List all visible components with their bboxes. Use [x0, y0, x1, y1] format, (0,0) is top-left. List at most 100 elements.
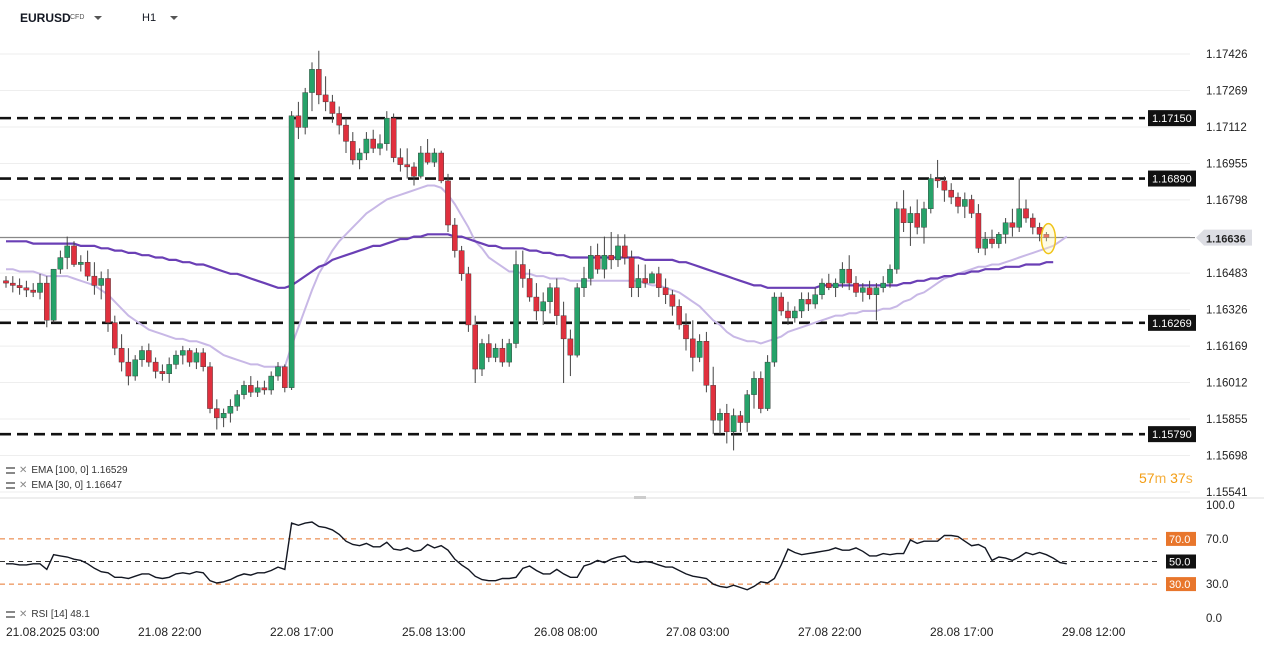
timeframe-dropdown-chevron-icon[interactable] [170, 16, 178, 20]
legend-rsi[interactable]: ✕ RSI [14] 48.1 [6, 609, 90, 620]
candle [288, 111, 295, 390]
candle [676, 299, 682, 330]
candle [873, 283, 880, 321]
candle-body [764, 361, 771, 409]
candle-body [900, 208, 907, 223]
level-tag-label: 1.16269 [1152, 318, 1192, 330]
candle [213, 399, 220, 430]
candle-body [567, 338, 574, 356]
candle-body [1043, 234, 1050, 238]
candle [907, 206, 914, 246]
candle-body [832, 282, 839, 288]
candle [316, 50, 322, 105]
candle-body [955, 196, 961, 207]
candle [71, 241, 77, 267]
candle-body [656, 273, 662, 288]
candle [57, 250, 64, 274]
candle-countdown: 57m 37s [1139, 470, 1193, 486]
candle-body [159, 371, 166, 374]
candle [792, 306, 798, 323]
indicator-settings-icon[interactable] [6, 611, 15, 618]
candle-body [329, 101, 336, 114]
candle [50, 268, 57, 323]
candle-body [404, 164, 411, 168]
candle-body [23, 287, 30, 291]
candle [656, 266, 662, 298]
candle-body [853, 282, 859, 293]
candle [173, 350, 179, 370]
candle-body [744, 394, 750, 423]
candle [275, 362, 281, 381]
candle [853, 276, 859, 298]
candle [23, 280, 30, 298]
price-axis-label: 1.16169 [1206, 341, 1248, 353]
indicator-settings-icon[interactable] [6, 467, 15, 474]
candle-body [30, 289, 37, 293]
candle-body [805, 299, 812, 305]
candle [642, 264, 648, 288]
candle [594, 243, 601, 274]
candle-body [676, 306, 682, 326]
candle [880, 276, 886, 293]
candle [465, 266, 472, 332]
candle-body [907, 213, 914, 223]
remove-indicator-icon[interactable]: ✕ [19, 609, 28, 620]
candle-body [554, 287, 560, 316]
remove-indicator-icon[interactable]: ✕ [19, 480, 28, 491]
candle [37, 273, 43, 300]
candle-body [302, 92, 309, 128]
candle-body [975, 213, 982, 249]
candle-body [758, 378, 764, 409]
toolbar: EURUSD CFD H1 [0, 0, 1264, 36]
candle-body [785, 310, 791, 319]
rsi-level-tag-bg [1166, 531, 1196, 546]
time-axis-label: 29.08 12:00 [1062, 625, 1126, 639]
candle [125, 348, 132, 386]
candle [1043, 231, 1050, 242]
candle-body [928, 178, 934, 209]
legend-ema100[interactable]: ✕ EMA [100, 0] 1.16529 [6, 465, 128, 476]
timeframe-selector[interactable]: H1 [142, 12, 157, 24]
candle-body [322, 94, 329, 103]
countdown-minutes-unit: m [1154, 470, 1167, 486]
price-axis-label: 1.16012 [1206, 378, 1248, 390]
candle [152, 357, 159, 379]
candle-body [479, 343, 485, 370]
candle [669, 290, 676, 316]
candle-body [234, 394, 241, 407]
indicator-settings-icon[interactable] [6, 482, 15, 489]
legend-ema30[interactable]: ✕ EMA [30, 0] 1.16647 [6, 480, 122, 491]
candle-body [662, 287, 669, 295]
candle-body [778, 296, 784, 312]
rsi-level-tag-bg [1166, 577, 1196, 592]
candle-body [792, 310, 798, 319]
candle [968, 194, 975, 219]
candle-body [98, 278, 104, 286]
remove-indicator-icon[interactable]: ✕ [19, 465, 28, 476]
price-axis-label: 1.16326 [1206, 305, 1248, 317]
candle-body [506, 343, 513, 363]
candle [411, 162, 417, 186]
symbol-dropdown-chevron-icon[interactable] [94, 16, 102, 20]
candle-body [594, 255, 601, 270]
candle [84, 250, 91, 281]
candle-body [472, 324, 479, 370]
candle [1009, 208, 1016, 237]
price-axis-label: 1.16798 [1206, 195, 1248, 207]
candle-body [452, 224, 458, 251]
price-axis-label: 1.16483 [1206, 268, 1248, 280]
candle-body [526, 278, 533, 298]
candle-body [1009, 222, 1016, 228]
candle-body [132, 359, 139, 377]
candle [472, 315, 479, 384]
candle [819, 278, 825, 300]
candle [16, 278, 23, 295]
level-tag-bg [1148, 314, 1196, 331]
candle [894, 201, 900, 274]
candle-body [710, 385, 716, 421]
candle-body [724, 413, 730, 433]
candle-body [921, 208, 927, 228]
candle-body [336, 113, 343, 126]
symbol-name[interactable]: EURUSD [20, 11, 71, 25]
